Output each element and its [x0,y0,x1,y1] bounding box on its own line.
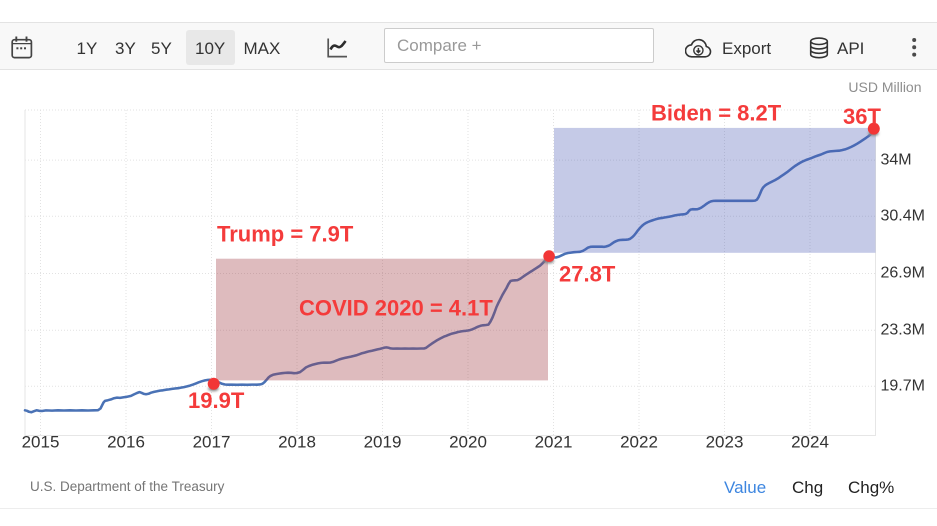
svg-text:USD Million: USD Million [848,79,921,95]
svg-text:2018: 2018 [278,433,316,452]
svg-text:2016: 2016 [107,433,145,452]
svg-text:2021: 2021 [535,433,573,452]
svg-text:23.3M: 23.3M [881,322,925,339]
svg-text:19.7M: 19.7M [881,378,925,395]
svg-text:26.9M: 26.9M [881,265,925,282]
svg-text:36T: 36T [843,104,881,129]
svg-text:2019: 2019 [364,433,402,452]
svg-text:Biden = 8.2T: Biden = 8.2T [651,101,782,126]
svg-text:27.8T: 27.8T [559,262,616,287]
svg-text:34M: 34M [881,151,912,168]
svg-text:2020: 2020 [449,433,487,452]
svg-text:2022: 2022 [620,433,658,452]
svg-text:19.9T: 19.9T [188,388,245,413]
svg-text:2015: 2015 [22,433,60,452]
svg-text:30.4M: 30.4M [881,208,925,225]
svg-text:Trump = 7.9T: Trump = 7.9T [217,222,354,247]
svg-text:COVID 2020 = 4.1T: COVID 2020 = 4.1T [299,296,493,321]
svg-text:2017: 2017 [193,433,231,452]
svg-text:2023: 2023 [706,433,744,452]
svg-text:2024: 2024 [791,433,829,452]
